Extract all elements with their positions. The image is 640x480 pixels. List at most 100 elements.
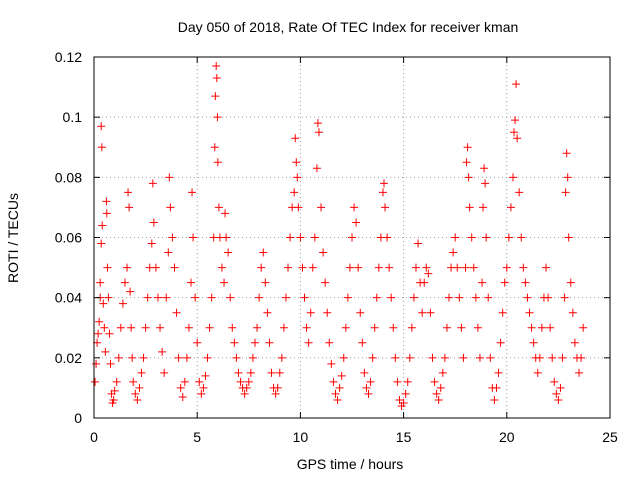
data-point [525, 308, 534, 317]
data-point [304, 338, 313, 347]
data-point [403, 377, 412, 386]
data-point [500, 278, 509, 287]
data-point [250, 338, 259, 347]
chart-title: Day 050 of 2018, Rate Of TEC Index for r… [178, 19, 519, 35]
data-point [257, 263, 266, 272]
data-point [306, 308, 315, 317]
data-point [381, 203, 390, 212]
data-point [438, 368, 447, 377]
data-point [120, 278, 129, 287]
data-point [519, 263, 528, 272]
data-point [496, 338, 505, 347]
data-point [166, 203, 175, 212]
data-point [473, 323, 482, 332]
data-point [350, 203, 359, 212]
data-point [420, 278, 429, 287]
data-point [97, 143, 106, 152]
data-point [228, 323, 237, 332]
data-point [103, 263, 112, 272]
data-point [277, 353, 286, 362]
data-point [205, 323, 214, 332]
y-tick-label: 0 [74, 410, 82, 426]
data-point [556, 383, 565, 392]
data-point [174, 353, 183, 362]
data-point [436, 383, 445, 392]
data-point [100, 323, 109, 332]
data-point [217, 263, 226, 272]
data-point [109, 395, 118, 404]
data-point [529, 338, 538, 347]
y-tick-label: 0.12 [55, 49, 82, 65]
data-point [482, 233, 491, 242]
data-point [143, 293, 152, 302]
data-point [331, 389, 340, 398]
data-point [201, 371, 210, 380]
data-point [575, 368, 584, 377]
data-point [118, 299, 127, 308]
data-point [153, 293, 162, 302]
data-point [422, 263, 431, 272]
data-point [91, 377, 100, 386]
y-tick-label: 0.02 [55, 350, 82, 366]
data-point [459, 353, 468, 362]
data-point [105, 329, 114, 338]
data-point [279, 323, 288, 332]
data-point [504, 233, 513, 242]
data-point [291, 134, 300, 143]
data-point [170, 263, 179, 272]
data-point [98, 221, 107, 230]
data-point [212, 74, 221, 83]
data-point [106, 359, 115, 368]
data-point [125, 203, 134, 212]
data-point [389, 323, 398, 332]
data-point [259, 248, 268, 257]
data-point [401, 389, 410, 398]
data-point [292, 158, 301, 167]
data-point [428, 353, 437, 362]
data-point [114, 353, 123, 362]
data-point [123, 263, 132, 272]
data-point [213, 113, 222, 122]
data-point [139, 353, 148, 362]
x-axis-ticks: 0 5 10 15 20 25 [90, 57, 618, 445]
data-point [151, 263, 160, 272]
data-point [214, 203, 223, 212]
data-point [180, 377, 189, 386]
data-point [273, 383, 282, 392]
data-point [378, 188, 387, 197]
data-point [570, 338, 579, 347]
data-point [544, 293, 553, 302]
data-point [418, 308, 427, 317]
data-point [156, 323, 165, 332]
data-point [475, 353, 484, 362]
data-point [323, 308, 332, 317]
data-point [222, 233, 231, 242]
data-point [455, 293, 464, 302]
data-point [515, 188, 524, 197]
data-point [172, 308, 181, 317]
data-point [542, 263, 551, 272]
data-point [552, 389, 561, 398]
data-point [298, 263, 307, 272]
data-point [193, 338, 202, 347]
data-point [212, 62, 221, 71]
data-point [261, 278, 270, 287]
data-point [129, 377, 138, 386]
data-point [327, 359, 336, 368]
data-point [149, 218, 158, 227]
data-point [550, 377, 559, 386]
data-point [577, 353, 586, 362]
data-point [236, 377, 245, 386]
data-point [148, 179, 157, 188]
data-point [220, 278, 229, 287]
data-point [399, 398, 408, 407]
data-point [430, 377, 439, 386]
data-point [267, 368, 276, 377]
data-point [211, 92, 220, 101]
data-point [195, 377, 204, 386]
data-point [321, 278, 330, 287]
data-point [479, 203, 488, 212]
data-point [409, 293, 418, 302]
data-point [337, 371, 346, 380]
data-point [348, 233, 356, 242]
